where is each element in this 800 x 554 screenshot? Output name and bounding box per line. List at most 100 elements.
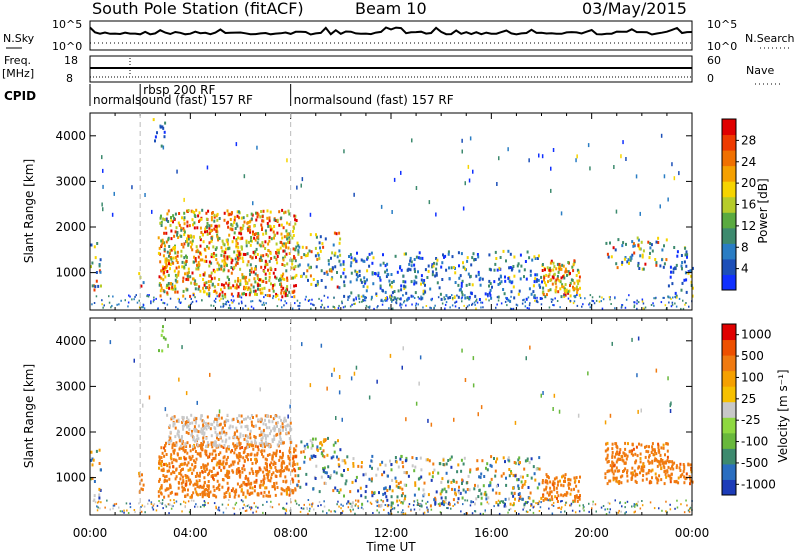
- echo-cell: [477, 495, 480, 499]
- echo-cell: [223, 430, 225, 434]
- echo-cell: [621, 262, 623, 266]
- speckle-cell: [162, 145, 165, 150]
- echo-cell: [194, 439, 196, 443]
- colorbar-tick-label: 16: [741, 198, 756, 212]
- echo-cell: [626, 454, 629, 458]
- echo-cell: [189, 234, 192, 238]
- echo-cell: [183, 211, 186, 215]
- echo-cell: [228, 233, 231, 237]
- echo-cell: [385, 495, 388, 499]
- echo-cell: [390, 285, 393, 289]
- echo-cell: [400, 454, 403, 458]
- echo-cell: [169, 491, 172, 495]
- echo-cell: [166, 413, 169, 417]
- echo-cell: [264, 468, 267, 472]
- echo-cell: [269, 494, 272, 498]
- echo-cell: [209, 490, 212, 494]
- ground-scatter-cell: [456, 294, 458, 297]
- ground-scatter-cell: [357, 507, 360, 510]
- echo-cell: [488, 291, 491, 295]
- speckle-cell: [343, 149, 345, 154]
- echo-cell: [457, 463, 460, 467]
- echo-cell: [199, 273, 202, 277]
- echo-cell: [193, 465, 196, 469]
- echo-cell: [167, 487, 170, 491]
- echo-cell: [662, 265, 665, 269]
- echo-cell: [663, 461, 666, 465]
- echo-cell: [287, 486, 290, 490]
- echo-cell: [178, 464, 181, 468]
- echo-cell: [160, 239, 163, 243]
- echo-cell: [211, 228, 213, 232]
- echo-cell: [354, 269, 357, 273]
- echo-cell: [202, 436, 205, 440]
- colorbar-swatch: [722, 134, 736, 151]
- echo-cell: [269, 465, 272, 469]
- ground-scatter-cell: [533, 505, 535, 508]
- echo-cell: [212, 255, 215, 259]
- echo-cell: [282, 256, 285, 260]
- echo-cell: [637, 264, 640, 268]
- echo-cell: [288, 212, 291, 216]
- echo-cell: [193, 226, 196, 230]
- echo-cell: [288, 462, 291, 466]
- echo-cell: [555, 476, 558, 480]
- ground-scatter-cell: [617, 511, 620, 514]
- echo-cell: [164, 275, 167, 279]
- echo-cell: [318, 257, 321, 261]
- echo-cell: [287, 233, 290, 236]
- echo-cell: [510, 290, 513, 294]
- echo-cell: [325, 471, 328, 475]
- echo-cell: [576, 499, 579, 503]
- echo-cell: [181, 265, 184, 269]
- echo-cell: [208, 452, 211, 456]
- ground-scatter-cell: [95, 295, 98, 298]
- echo-cell: [648, 455, 650, 459]
- echo-cell: [349, 253, 352, 257]
- ground-scatter-cell: [561, 500, 563, 502]
- echo-cell: [191, 218, 194, 222]
- ground-scatter-cell: [175, 500, 178, 503]
- ground-scatter-cell: [454, 305, 457, 308]
- echo-cell: [281, 469, 284, 473]
- echo-cell: [267, 473, 270, 477]
- echo-cell: [675, 294, 678, 298]
- xaxis-tick-label: 08:00: [273, 526, 308, 540]
- ground-scatter-cell: [434, 503, 436, 506]
- echo-cell: [397, 465, 400, 469]
- echo-cell: [557, 270, 560, 274]
- speckle-cell: [401, 365, 403, 370]
- echo-cell: [382, 492, 385, 496]
- echo-cell: [471, 283, 474, 287]
- echo-cell: [456, 470, 459, 474]
- echo-cell: [578, 480, 580, 484]
- echo-cell: [251, 470, 254, 473]
- ground-scatter-cell: [361, 506, 363, 509]
- echo-cell: [477, 270, 480, 274]
- echo-cell: [606, 453, 609, 457]
- echo-cell: [202, 423, 205, 427]
- ground-scatter-cell: [466, 305, 469, 308]
- echo-cell: [177, 221, 180, 225]
- echo-cell: [241, 227, 244, 230]
- ground-scatter-cell: [525, 510, 528, 513]
- speckle-cell: [380, 204, 383, 209]
- echo-cell: [609, 479, 612, 483]
- echo-cell: [284, 425, 287, 429]
- echo-cell: [408, 262, 411, 266]
- echo-cell: [627, 258, 630, 262]
- ground-scatter-cell: [263, 303, 265, 306]
- echo-cell: [163, 446, 165, 450]
- ground-scatter-cell: [330, 510, 332, 513]
- echo-cell: [249, 287, 252, 291]
- ground-scatter-cell: [641, 298, 644, 301]
- echo-cell: [162, 267, 165, 271]
- echo-cell: [330, 277, 333, 281]
- echo-cell: [185, 445, 188, 448]
- echo-cell: [576, 288, 579, 292]
- colorbar-swatch: [722, 258, 736, 275]
- echo-cell: [513, 274, 516, 278]
- echo-cell: [563, 295, 566, 298]
- echo-cell: [233, 236, 235, 240]
- ground-scatter-cell: [471, 303, 473, 306]
